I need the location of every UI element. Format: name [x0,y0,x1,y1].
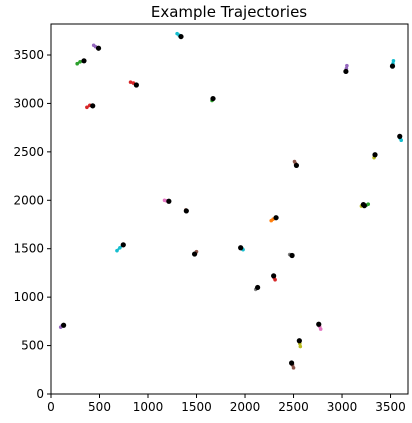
trajectory-point [391,59,396,63]
x-axis-ticks: 0 500 1000 1500 2000 2500 3000 3500 [47,394,406,414]
trajectory-point [345,63,349,68]
trajectory-endpoint [178,33,184,40]
trajectory-endpoint [238,245,244,251]
trajectory [271,273,277,282]
y-tick-label: 1500 [13,242,44,256]
trajectory [58,322,67,329]
trajectory [183,208,189,214]
trajectory-endpoint [360,202,366,208]
trajectory-endpoint [296,338,302,344]
trajectory-point [118,245,122,250]
trajectory [128,80,139,88]
trajectory-endpoint [120,242,126,248]
x-tick-label: 1500 [181,400,212,414]
trajectory-endpoint [81,58,87,64]
trajectories [58,31,404,370]
trajectory-endpoint [61,322,67,328]
trajectory-point [115,248,119,253]
trajectory-endpoint [210,95,216,102]
trajectory [238,245,245,252]
trajectory [91,43,102,51]
trajectory-endpoint [289,252,295,259]
trajectory-point [298,344,303,349]
trajectory [85,103,96,110]
y-tick-label: 3500 [13,48,44,62]
trajectory-endpoint [343,68,349,75]
y-tick-label: 1000 [13,290,44,304]
trajectory [210,95,216,103]
trajectory-point [75,61,79,66]
y-tick-label: 2500 [13,145,44,159]
x-tick-label: 2500 [278,400,309,414]
trajectory-endpoint [389,63,396,69]
y-tick-label: 0 [36,387,44,401]
trajectory-endpoint [273,215,279,221]
trajectory [162,198,172,204]
trajectory [75,58,87,66]
trajectory-endpoint [397,133,403,139]
trajectory [389,59,396,69]
chart-title: Example Trajectories [151,3,307,21]
trajectory [372,152,378,160]
x-tick-label: 0 [47,400,55,414]
trajectory-point [128,80,133,84]
trajectory [175,31,184,40]
trajectory [343,63,349,75]
trajectory-endpoint [133,82,139,88]
trajectory-point [78,59,82,64]
trajectory [115,242,126,253]
trajectory [316,321,323,331]
trajectory-endpoint [316,321,322,327]
plot-frame [50,23,409,395]
trajectory-endpoint [95,45,102,51]
x-tick-label: 1000 [133,400,164,414]
trajectory-endpoint [90,103,96,109]
x-tick-label: 3000 [327,400,358,414]
y-tick-label: 3000 [13,96,44,110]
trajectory-endpoint [293,162,300,169]
trajectory [288,360,296,370]
trajectory [359,202,366,208]
trajectory [269,215,279,223]
trajectory [253,284,261,292]
x-tick-label: 500 [88,400,111,414]
trajectory-endpoint [191,251,198,257]
trajectory [296,338,303,349]
trajectory-endpoint [255,284,261,291]
y-axis-ticks: 0 500 1000 1500 2000 2500 3000 3500 [13,48,51,401]
trajectory [397,133,404,143]
trajectory-endpoint [183,208,189,214]
trajectory [292,159,300,169]
y-tick-label: 500 [21,339,44,353]
trajectory-endpoint [372,152,378,158]
trajectory-endpoint [288,360,295,366]
y-tick-label: 2000 [13,193,44,207]
x-tick-label: 3500 [375,400,406,414]
trajectory-endpoint [271,273,277,279]
trajectory-point [85,105,89,110]
trajectory-endpoint [166,198,172,204]
trajectory-point [291,366,296,370]
trajectory [287,252,295,259]
x-tick-label: 2000 [230,400,261,414]
trajectory [191,249,199,257]
